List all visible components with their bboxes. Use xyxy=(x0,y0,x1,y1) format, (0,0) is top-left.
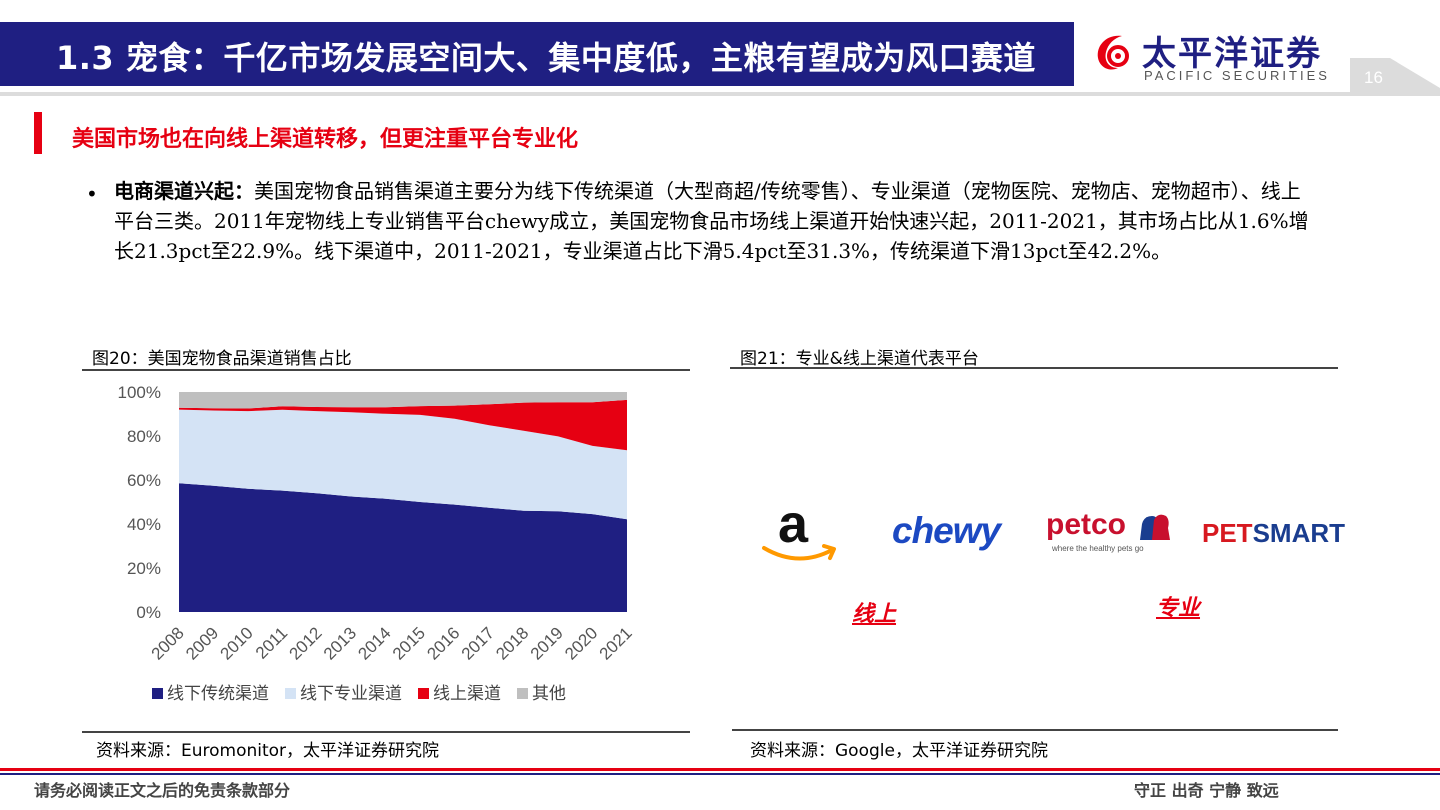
figure21-caption: 图21：专业&线上渠道代表平台 xyxy=(740,349,979,369)
legend-swatch xyxy=(285,688,296,699)
online-label: 线上 xyxy=(852,602,897,627)
x-tick-label: 2010 xyxy=(217,623,257,663)
legend-label: 线下专业渠道 xyxy=(300,684,402,704)
footer-disclaimer: 请务必阅读正文之后的免责条款部分 xyxy=(34,781,291,800)
page-number-tab xyxy=(1350,58,1440,92)
figure20-source: 资料来源：Euromonitor，太平洋证券研究院 xyxy=(96,741,440,761)
legend-label: 其他 xyxy=(532,684,566,704)
svg-text:a: a xyxy=(778,498,809,554)
body-lead: 电商渠道兴起： xyxy=(114,179,254,203)
area-series-1 xyxy=(179,409,627,520)
petsmart-pet: PET xyxy=(1202,518,1253,548)
body-paragraph: 电商渠道兴起：美国宠物食品销售渠道主要分为线下传统渠道（大型商超/传统零售）、专… xyxy=(114,176,1314,266)
pacific-logo-icon xyxy=(1097,35,1129,70)
footer-motto: 守正 出奇 宁静 致远 xyxy=(1134,781,1279,800)
x-tick-label: 2020 xyxy=(561,623,601,663)
chewy-logo: chewy xyxy=(892,510,1001,551)
legend-swatch xyxy=(418,688,429,699)
section-title: 美国市场也在向线上渠道转移，但更注重平台专业化 xyxy=(72,127,579,152)
x-tick-label: 2016 xyxy=(423,623,463,663)
figure20-top-rule xyxy=(82,369,690,371)
header-divider xyxy=(0,92,1440,96)
title-bar xyxy=(0,22,1074,86)
legend-label: 线下传统渠道 xyxy=(167,684,269,704)
company-logo: 太平洋证券 PACIFIC SECURITIES xyxy=(1092,24,1342,86)
y-tick-label: 40% xyxy=(127,515,161,534)
petsmart-logo: PETSMART xyxy=(1202,518,1345,549)
petco-tagline: where the healthy pets go xyxy=(1052,544,1144,553)
logo-english-name: PACIFIC SECURITIES xyxy=(1144,68,1330,83)
figure21-bottom-rule xyxy=(732,729,1338,731)
amazon-logo: a xyxy=(762,498,836,561)
legend-swatch xyxy=(152,688,163,699)
area-series-0 xyxy=(179,483,627,612)
logo-chinese-name: 太平洋证券 xyxy=(1142,34,1322,74)
specialty-label: 专业 xyxy=(1156,596,1201,621)
x-tick-label: 2015 xyxy=(389,623,429,663)
x-tick-label: 2018 xyxy=(492,623,532,663)
section-accent-bar xyxy=(34,112,42,154)
petco-wordmark: petco xyxy=(1046,508,1127,541)
x-tick-label: 2017 xyxy=(458,623,498,663)
figure21-top-rule xyxy=(730,367,1338,369)
x-tick-label: 2021 xyxy=(596,623,636,663)
x-tick-label: 2011 xyxy=(252,623,291,662)
channel-share-chart: 0%20%40%60%80%100%2008200920102011201220… xyxy=(118,383,636,704)
x-tick-label: 2019 xyxy=(527,623,567,663)
figure21-source: 资料来源：Google，太平洋证券研究院 xyxy=(750,741,1048,761)
figure20-caption: 图20：美国宠物食品渠道销售占比 xyxy=(92,349,352,369)
figure20-bottom-rule xyxy=(82,731,690,733)
y-tick-label: 60% xyxy=(127,471,161,490)
footer-red-rule xyxy=(0,768,1440,771)
bullet-icon: • xyxy=(86,182,98,206)
area-series-3 xyxy=(179,392,627,409)
petco-pets-icon xyxy=(1140,514,1170,540)
petsmart-smart: SMART xyxy=(1252,518,1346,548)
y-tick-label: 80% xyxy=(127,427,161,446)
legend-swatch xyxy=(517,688,528,699)
x-tick-label: 2008 xyxy=(148,623,188,663)
x-tick-label: 2013 xyxy=(320,623,360,663)
legend-label: 线上渠道 xyxy=(433,684,501,704)
y-tick-label: 0% xyxy=(136,603,161,622)
x-tick-label: 2012 xyxy=(285,623,325,663)
area-series-2 xyxy=(179,399,627,451)
page-number: 16 xyxy=(1364,68,1383,87)
page-title: 1.3 宠食：千亿市场发展空间大、集中度低，主粮有望成为风口赛道 xyxy=(56,39,1036,77)
x-tick-label: 2009 xyxy=(182,623,222,663)
body-text: 美国宠物食品销售渠道主要分为线下传统渠道（大型商超/传统零售）、专业渠道（宠物医… xyxy=(114,179,1309,263)
y-tick-label: 20% xyxy=(127,559,161,578)
x-tick-label: 2014 xyxy=(354,623,394,663)
footer-blue-rule xyxy=(0,773,1440,775)
y-tick-label: 100% xyxy=(118,383,161,402)
petco-logo: petco where the healthy pets go xyxy=(1046,508,1174,558)
